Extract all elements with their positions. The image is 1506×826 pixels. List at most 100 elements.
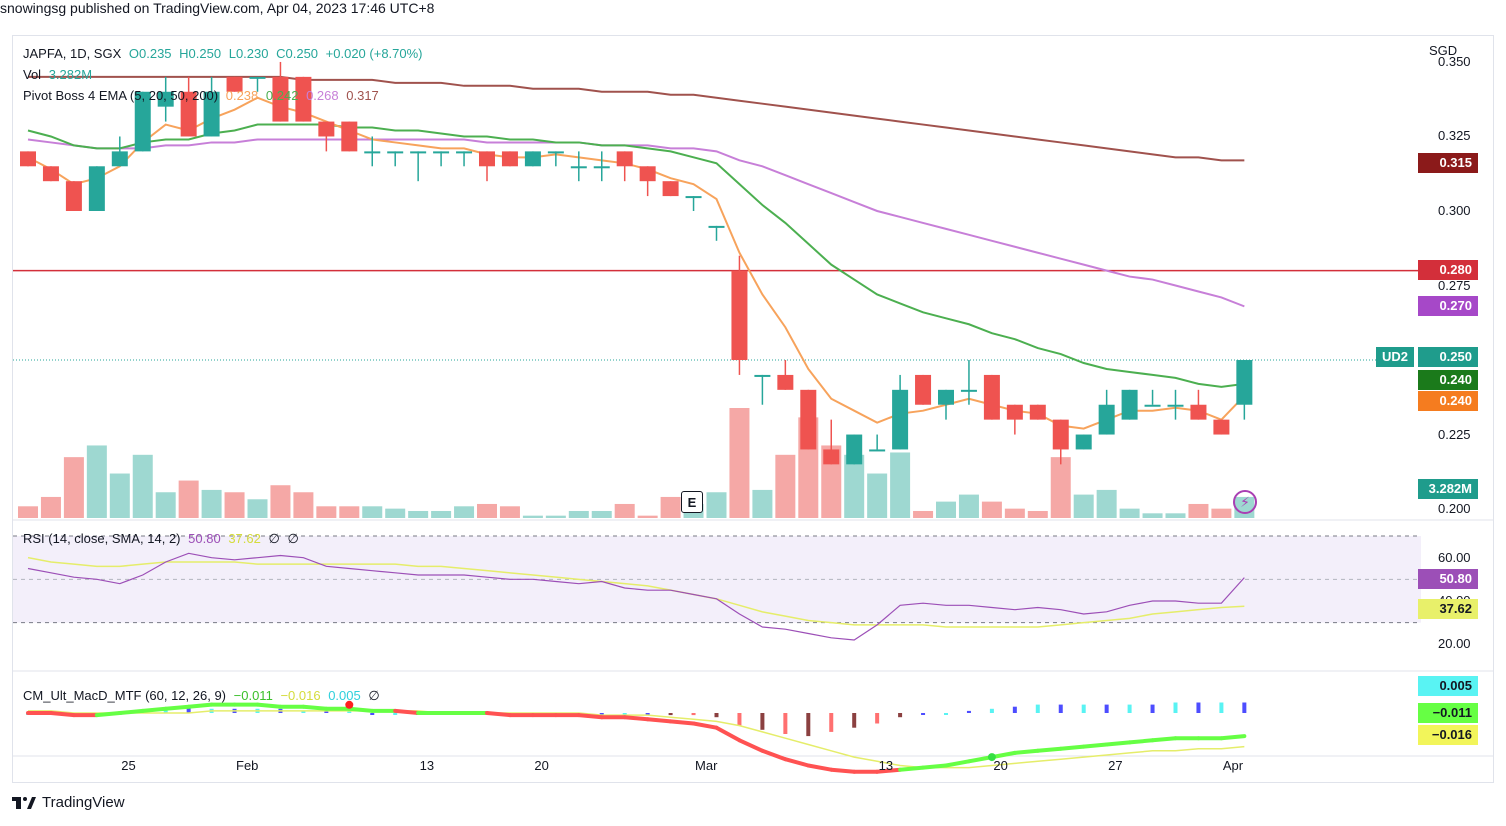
candle-body (823, 449, 840, 465)
candle-body (685, 196, 702, 199)
macd-line (1104, 740, 1132, 747)
ema20-value: 0.242 (265, 88, 299, 103)
macd-line (393, 708, 421, 715)
rsi-label[interactable]: RSI (14, close, SMA, 14, 2) (23, 531, 181, 546)
close-value: C0.250 (276, 46, 319, 61)
rsi-sma-line (27, 556, 1245, 628)
macd-histogram-bar (1035, 704, 1040, 713)
candle-body (593, 166, 610, 169)
rsi-sma-value: 37.62 (228, 531, 261, 546)
macd-histogram-bar (966, 710, 971, 713)
volume-bar (1096, 489, 1117, 518)
volume-bar (293, 492, 314, 518)
candle-body (708, 225, 725, 228)
candle-body (65, 181, 82, 211)
price-tick-label: 0.200 (1438, 501, 1471, 517)
volume-bar (499, 506, 520, 518)
rsi-extra-1: ∅ (268, 531, 280, 546)
macd-histogram-bar (852, 713, 857, 728)
volume-bar (775, 454, 796, 518)
candle-body (1236, 360, 1253, 405)
time-tick-label: 20 (993, 758, 1008, 773)
candle-body (1006, 404, 1023, 420)
macd-line (714, 725, 742, 743)
candle-body (341, 121, 358, 152)
price-tick-label: 0.225 (1438, 426, 1471, 442)
macd-line (117, 708, 145, 715)
candle-body (869, 449, 886, 452)
macd-line (94, 711, 122, 718)
macd-histogram-bar (898, 713, 903, 718)
macd-histogram-bar (622, 713, 627, 715)
volume-bar (454, 506, 475, 518)
volume-bar (1165, 513, 1186, 518)
low-value: L0.230 (228, 46, 269, 61)
symbol-name[interactable]: JAPFA, 1D, SGX (23, 46, 122, 61)
macd-histogram-bar (989, 708, 994, 713)
macd-line (783, 757, 811, 768)
macd-histogram-bar (645, 713, 650, 715)
volume-bar (1073, 494, 1094, 518)
candle-body (180, 91, 197, 137)
candle-body (501, 151, 518, 167)
volume-bar (568, 510, 589, 518)
candle-body (1144, 404, 1161, 407)
candle-body (42, 166, 59, 182)
candle-body (226, 76, 243, 92)
chart-canvas[interactable] (13, 36, 1493, 782)
volume-label[interactable]: Vol (23, 67, 42, 82)
volume-bar (660, 496, 681, 518)
macd-line (691, 721, 719, 730)
high-value: H0.250 (179, 46, 222, 61)
macd-line (255, 702, 283, 709)
time-tick-label: 25 (121, 758, 136, 773)
volume-bar (385, 508, 406, 518)
macd-histogram-bar (760, 713, 765, 730)
volume-bar (867, 473, 888, 518)
rsi-extra-2: ∅ (287, 531, 299, 546)
price-tick-label: 0.350 (1438, 53, 1471, 69)
volume-bar (247, 499, 268, 518)
macd-line (163, 704, 191, 711)
change-value: +0.020 (+8.70%) (325, 46, 423, 61)
candle-body (639, 166, 656, 182)
rsi-value-tag: 50.80 (1418, 569, 1478, 589)
candle-body (731, 270, 748, 361)
macd-histogram-bar (668, 713, 673, 716)
macd-legend: CM_Ult_MacD_MTF (60, 12, 26, 9) −0.011 −… (23, 688, 384, 704)
macd-histogram-bar (714, 713, 719, 718)
macd-line (645, 717, 673, 724)
ema50-value: 0.268 (306, 88, 339, 103)
macd-histogram-bar (1219, 702, 1224, 713)
lightning-icon[interactable]: ⚡ (1233, 490, 1257, 514)
candle-body (272, 76, 289, 122)
rsi-sma-tag: 37.62 (1418, 599, 1478, 619)
chart-frame[interactable]: JAPFA, 1D, SGX O0.235 H0.250 L0.230 C0.2… (12, 35, 1494, 783)
earnings-marker[interactable]: E (681, 491, 703, 513)
macd-histogram-bar (921, 713, 926, 715)
volume-bar (86, 445, 107, 518)
ema-label[interactable]: Pivot Boss 4 EMA (5, 20, 50, 200) (23, 88, 219, 103)
rsi-line (27, 552, 1245, 641)
volume-bar (224, 492, 245, 518)
macd-cross-dot (345, 700, 354, 709)
candle-body (387, 151, 404, 154)
macd-line (1058, 744, 1086, 751)
volume-bar (109, 473, 130, 518)
volume-bar (1211, 508, 1232, 518)
macd-line (1127, 738, 1155, 745)
macd-label[interactable]: CM_Ult_MacD_MTF (60, 12, 26, 9) (23, 688, 227, 703)
macd-histogram-bar (1104, 704, 1109, 713)
candle-body (1190, 404, 1207, 420)
footer: TradingView (12, 794, 125, 811)
macd-line (186, 702, 214, 709)
candle-body (938, 389, 954, 405)
macd-signal-tag: −0.016 (1418, 725, 1478, 745)
price-tick-label: 0.325 (1438, 128, 1471, 144)
ema5-price-tag: 0.240 (1418, 391, 1478, 411)
macd-histogram-bar (737, 713, 742, 726)
candle-body (960, 389, 977, 392)
volume-bar (1142, 513, 1163, 518)
footer-brand: TradingView (42, 794, 125, 811)
volume-bar (63, 457, 84, 518)
